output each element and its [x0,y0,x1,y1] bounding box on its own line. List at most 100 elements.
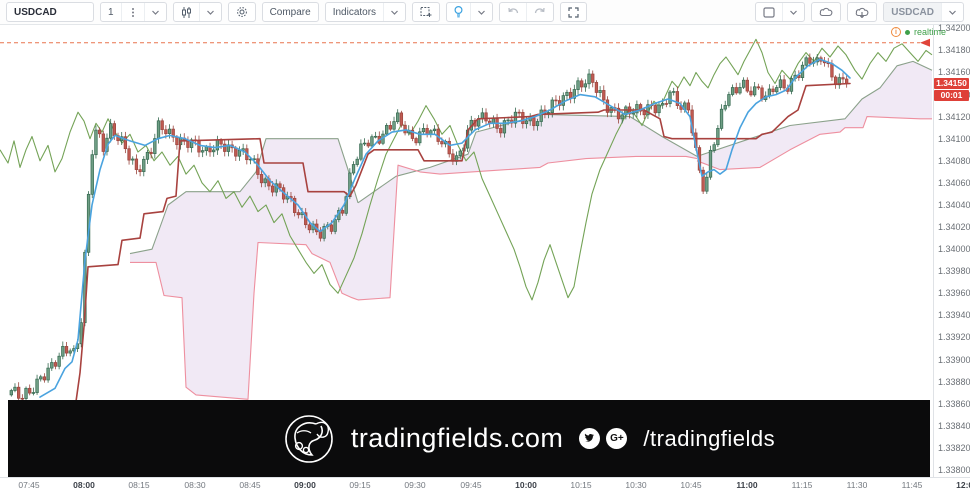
time-tick-label: 07:45 [18,480,40,490]
candle-body [57,355,61,367]
cloud-bottom-line [696,116,932,171]
candle-body [28,387,32,394]
ideas-caret[interactable] [471,3,492,21]
interval-button[interactable]: 1 [101,3,122,21]
candle-body [123,136,128,150]
toolbar-group: 1 [100,2,167,22]
toolbar-group [412,2,441,22]
candle-body [17,386,21,399]
toolbar-group: Indicators [324,2,407,22]
candle-body [841,77,845,80]
candle-body [642,110,646,116]
redo-button[interactable] [527,3,553,21]
info-icon[interactable]: i [891,27,901,37]
chart-toolbar: USDCAD 1 Compare Indicators USDCAD [0,0,970,25]
interval-menu-icon[interactable] [122,3,145,21]
toolbar-group [227,2,256,22]
candle-body [293,197,297,213]
candle-body [661,103,665,106]
time-axis[interactable]: 07:45 08:00 08:15 08:30 08:45 09:00 09:15 09:30… [0,477,970,492]
candle-body [753,86,757,96]
chart-canvas[interactable] [0,25,933,477]
candle-body [149,151,153,154]
price-tick-label: 1.33880 [938,377,970,387]
indicators-button[interactable]: Indicators [326,3,385,21]
candle-body [278,183,282,189]
candle-body [164,129,168,135]
time-tick-label: 10:45 [680,480,702,490]
price-tick-label: 1.34160 [938,67,970,77]
undo-button[interactable] [500,3,528,21]
candle-body [127,148,131,161]
candle-body [602,90,606,101]
candle-body [259,174,264,184]
candle-body [502,120,507,134]
interval-caret[interactable] [145,3,166,21]
time-tick-label: 11:45 [901,480,923,490]
candle-body [90,154,94,195]
candle-body [366,142,370,147]
load-chart-button[interactable] [812,3,840,21]
candle-body [646,104,650,116]
price-axis[interactable]: 1.342001.341801.341601.341401.341201.341… [933,23,970,477]
candle-body [638,104,643,112]
candle-body [270,185,275,193]
candle-body [524,120,529,125]
candle-body [131,158,135,161]
layout-name-button[interactable]: USDCAD [884,3,942,21]
candle-body [156,120,161,139]
ichimoku-cloud [697,61,932,170]
candle-body [322,226,326,239]
candle-body [723,105,727,110]
price-tick-label: 1.33940 [938,310,970,320]
candle-body [359,143,363,160]
chart-style-caret[interactable] [200,3,221,21]
candle-body [53,362,58,367]
candle-body [440,141,444,145]
candle-body [756,86,760,89]
symbol-input[interactable]: USDCAD [14,6,57,18]
layout-icon [763,6,775,18]
toolbar-group: USDCAD [883,2,964,22]
price-tick-label: 1.34020 [938,222,970,232]
fullscreen-button[interactable] [561,3,586,21]
chart-style-button[interactable] [174,3,200,21]
candle-body [535,121,540,127]
candle-body [351,164,356,174]
dots-icon [129,7,137,18]
candle-body [50,362,54,369]
bulb-icon [454,6,463,18]
price-tick-label: 1.33840 [938,421,970,431]
time-tick-label: 08:45 [239,480,261,490]
caret-icon [206,10,214,15]
google-plus-icon: G+ [606,428,628,449]
candle-body [241,148,245,151]
candle-body [204,146,208,152]
layout-name-caret[interactable] [942,3,963,21]
candle-body [653,105,657,114]
price-tick-label: 1.34060 [938,178,970,188]
save-chart-button[interactable] [848,3,876,21]
candle-body [64,346,69,354]
candles-icon [181,6,192,18]
candle-body [432,128,437,132]
chart-properties-button[interactable] [229,3,255,21]
candle-body [458,150,462,156]
ideas-button[interactable] [447,3,472,21]
chart-layout-caret[interactable] [783,3,804,21]
caret-icon [790,10,798,15]
undo-icon [507,7,519,17]
chart-layout-button[interactable] [756,3,784,21]
price-tick-label: 1.34120 [938,112,970,122]
candle-body [201,150,205,153]
candle-body [109,123,113,139]
compare-button[interactable]: Compare [269,6,311,18]
layout-templates-button[interactable] [413,3,439,21]
candle-body [344,196,348,214]
price-tick-label: 1.33820 [938,443,970,453]
candle-body [734,87,738,94]
time-tick-label: 11:15 [791,480,813,490]
indicators-caret[interactable] [384,3,405,21]
candle-body [583,83,588,88]
candle-body [554,99,558,102]
